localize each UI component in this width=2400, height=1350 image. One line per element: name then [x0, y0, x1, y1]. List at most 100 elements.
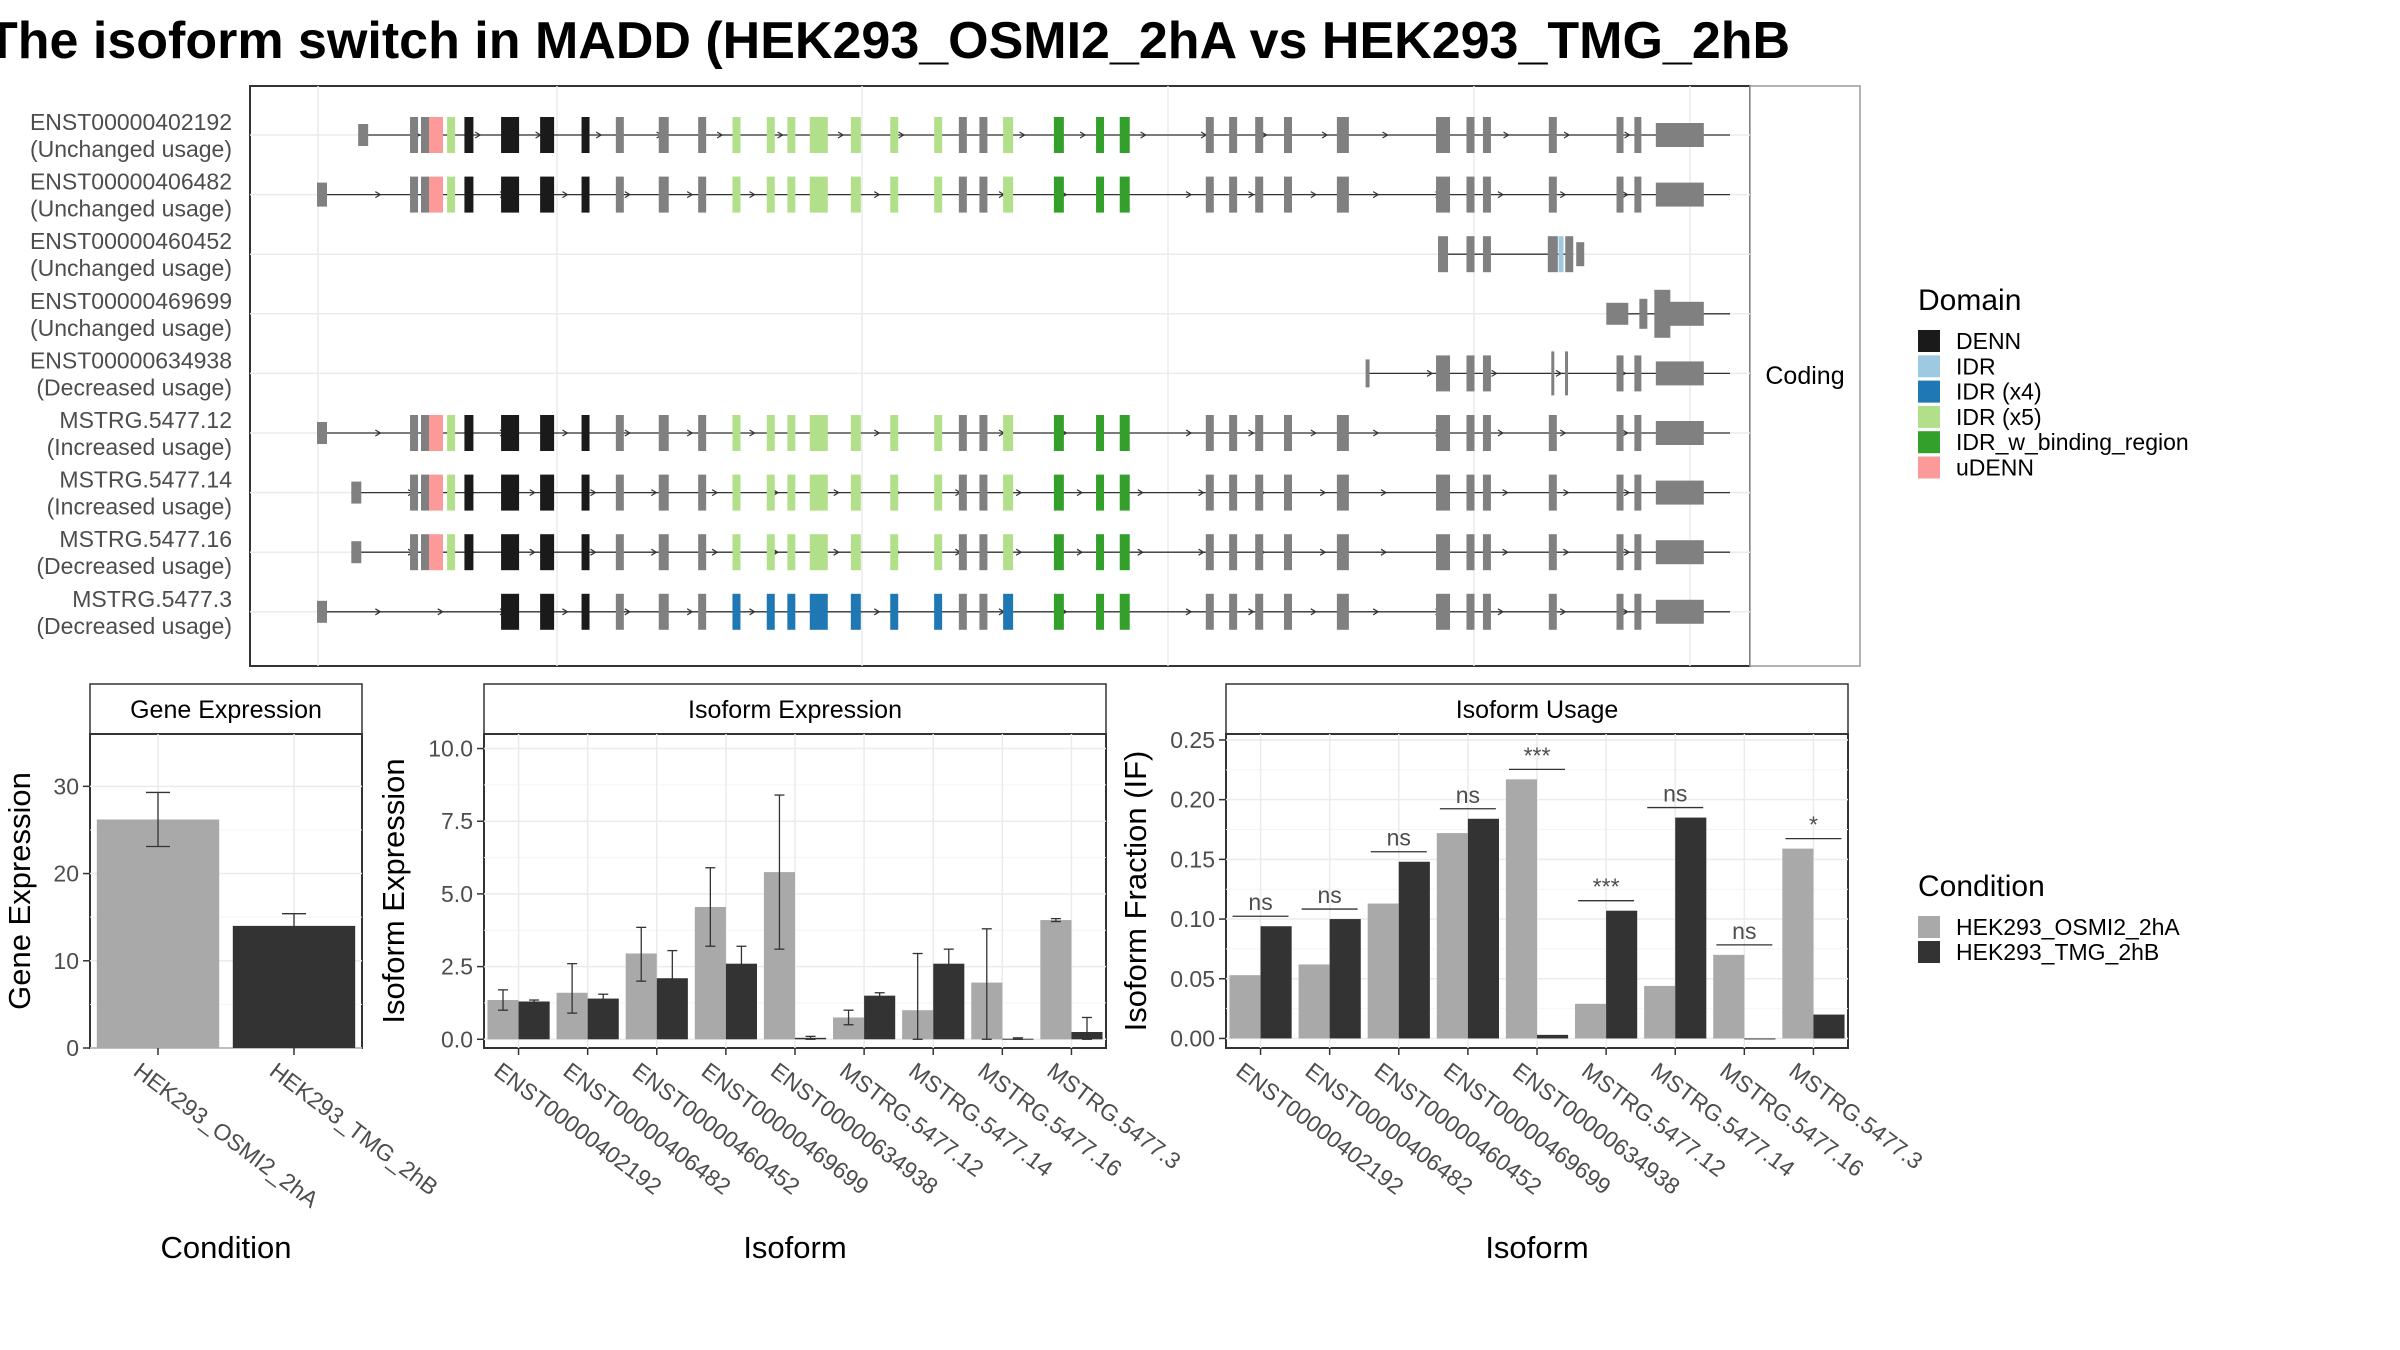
transcript-id-label: ENST00000469699 [30, 288, 232, 314]
panel-strip [89, 683, 363, 735]
exon-exon [1205, 593, 1214, 630]
utr-block [1655, 540, 1704, 565]
condition-legend-label: HEK293_TMG_2hB [1956, 939, 2159, 965]
exon-exon [1336, 474, 1349, 511]
condition-legend-label: HEK293_OSMI2_2hA [1956, 914, 2180, 940]
exon-exon [1436, 176, 1451, 213]
exon-exon [1482, 474, 1491, 511]
isoform-usage-bar [1505, 779, 1537, 1039]
transcript-usage-label: (Unchanged usage) [30, 255, 232, 281]
exon-idr-w-binding-region [1119, 117, 1130, 153]
strand-arrow [1622, 429, 1629, 437]
y-tick-label: 0.00 [1170, 1025, 1215, 1051]
exon-idr-w-binding-region [1096, 474, 1105, 511]
exon-exon [658, 534, 669, 571]
exon-idr--x5- [732, 117, 741, 153]
exon [1551, 351, 1555, 396]
exon-idr--x5- [1003, 117, 1014, 153]
panel-strip [483, 683, 1107, 735]
y-tick-label: 2.5 [441, 954, 473, 980]
strand-arrow [375, 191, 382, 199]
exon-denn [581, 415, 590, 451]
isoform-usage-bar [1436, 833, 1468, 1039]
exon-denn [501, 474, 520, 511]
exon-idr--x4- [809, 593, 828, 630]
y-tick-label: 20 [53, 861, 79, 887]
exon-exon [1255, 117, 1264, 153]
exon-denn [501, 117, 520, 153]
exon-exon [958, 176, 967, 213]
exon-idr--x4- [934, 593, 943, 630]
exon-exon [1634, 415, 1642, 451]
exon [1436, 355, 1451, 392]
exon-exon [1616, 474, 1624, 511]
exon-idr-w-binding-region [1096, 415, 1105, 451]
transcript-id-label: ENST00000634938 [30, 347, 232, 373]
strand-arrow [1310, 429, 1317, 437]
strand-arrow [1248, 608, 1255, 616]
exon-exon [615, 117, 624, 153]
transcript-usage-label: (Decreased usage) [36, 553, 232, 579]
strand-arrow [873, 429, 881, 437]
isoform-usage-bar [1229, 975, 1261, 1039]
transcript-id-label: MSTRG.5477.16 [59, 526, 232, 552]
exon-exon [958, 117, 967, 153]
exon-denn [540, 534, 555, 571]
exon-exon [1284, 534, 1293, 571]
exon-idr-w-binding-region [1119, 534, 1130, 571]
exon [1558, 236, 1564, 273]
strand-arrow [624, 191, 631, 199]
exon [1606, 302, 1629, 325]
exon-idr--x5- [890, 415, 899, 451]
exon-exon [958, 534, 967, 571]
exon-exon [1436, 117, 1451, 153]
exon-exon [1436, 593, 1451, 630]
strand-arrow [1624, 131, 1631, 139]
exon-exon [1336, 593, 1349, 630]
exon-exon [1336, 534, 1349, 571]
exon-idr--x5- [809, 534, 828, 571]
exon-exon [615, 176, 624, 213]
exon-exon [698, 415, 707, 451]
exon-idr-w-binding-region [1119, 176, 1130, 213]
exon-idr-w-binding-region [1096, 176, 1105, 213]
exon-exon [958, 593, 967, 630]
exon-exon [421, 534, 430, 571]
strand-arrow [777, 131, 784, 139]
condition-legend-key [1918, 916, 1940, 938]
x-axis-title: Isoform [1485, 1230, 1588, 1265]
strand-arrow [686, 608, 694, 616]
significance-label: *** [1524, 742, 1551, 768]
strand-arrow [624, 429, 631, 437]
strand-arrow [651, 489, 658, 497]
strand-arrow [1563, 489, 1570, 497]
domain-legend-key [1918, 405, 1940, 428]
exon-idr--x5- [934, 176, 943, 213]
strand-arrow [1310, 191, 1317, 199]
exon-exon [1466, 474, 1475, 511]
strand-arrow [749, 429, 756, 437]
strand-arrow [1319, 548, 1327, 556]
exon-idr--x5- [732, 474, 741, 511]
strand-arrow [590, 489, 597, 497]
exon-denn [581, 176, 590, 213]
structure-plot-area [249, 85, 1751, 667]
strand-arrow [716, 131, 724, 139]
exon-idr-w-binding-region [1119, 415, 1130, 451]
strand-arrow [1198, 548, 1205, 556]
figure-title: The isoform switch in MADD (HEK293_OSMI2… [0, 12, 1790, 70]
exon [1482, 355, 1491, 392]
transcript-usage-label: (Unchanged usage) [30, 136, 232, 162]
first-exon [317, 422, 327, 444]
exon-exon [1255, 534, 1264, 571]
y-tick-label: 0.25 [1170, 727, 1215, 753]
exon-idr--x5- [787, 474, 796, 511]
significance-label: *** [1593, 874, 1620, 900]
utr-block [1655, 480, 1704, 505]
utr-block [1655, 599, 1704, 624]
exon-idr--x5- [890, 534, 899, 571]
exon-exon [958, 474, 967, 511]
